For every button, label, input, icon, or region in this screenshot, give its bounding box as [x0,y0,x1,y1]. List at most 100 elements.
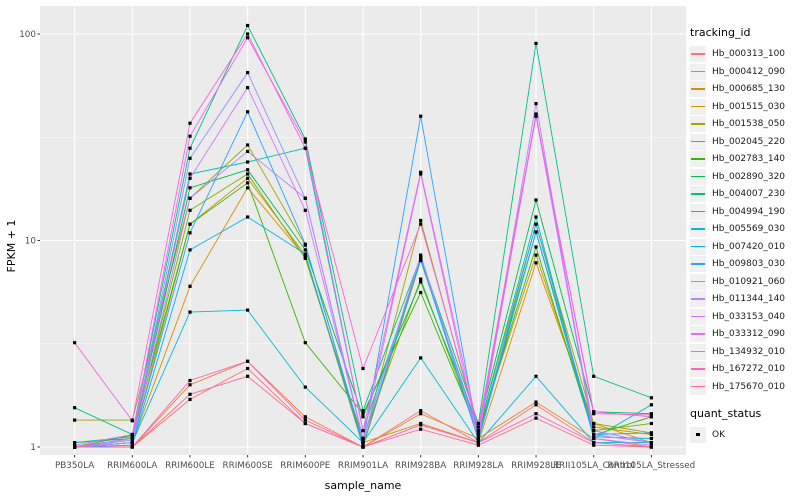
data-point [419,258,423,263]
data-point [649,443,653,447]
data-point [419,170,423,174]
data-point [188,134,192,138]
legend-key [690,98,706,115]
legend-swatch-line [691,298,705,300]
legend-label: Hb_033312_090 [712,329,786,339]
data-point [476,425,480,429]
data-point [303,385,307,389]
data-point [188,397,192,401]
data-point [130,432,134,437]
legend-key [690,81,706,97]
data-point [303,256,307,260]
legend-key [690,116,706,132]
legend-label: Hb_004994_190 [712,206,786,217]
data-point [534,215,538,219]
legend-key [690,151,706,167]
x-tick-label: PB350LA [55,461,94,471]
data-point [303,415,307,419]
data-point [534,114,538,118]
legend-swatch-line [691,140,705,143]
legend-swatch-line [691,263,705,265]
data-point [419,256,423,260]
data-point [592,425,596,429]
legend-item: Hb_134932_010 [690,343,800,360]
legend-swatch-line [691,123,705,125]
data-point [188,186,192,190]
data-point [188,378,192,383]
data-point [592,429,596,433]
data-point [534,374,538,378]
data-point [649,396,653,400]
data-point [188,146,192,150]
data-point [534,403,538,407]
data-point [303,140,307,144]
legend-label: Hb_010921_060 [712,276,786,287]
data-point [73,406,77,410]
legend-title-quant-status: quant_status [690,406,762,420]
legend-items-tracking-id: Hb_000313_100 Hb_000412_090 Hb_000685_130 H… [690,46,800,395]
legend-swatch-line [691,333,705,335]
data-point [246,110,250,114]
data-point [188,176,192,180]
x-tick-label: RRIM600SE [222,461,272,471]
data-point [73,443,77,447]
legend-label: Hb_004007_230 [712,189,786,199]
data-point [419,218,423,223]
data-point [73,418,77,422]
legend-swatch-line [691,368,705,370]
data-point [188,121,192,125]
x-tick-label: RRII105LA_Stressed [608,461,696,471]
data-point [592,443,596,447]
x-tick-label: RRIM600LE [165,461,215,471]
data-point [303,252,307,256]
data-point [361,445,365,449]
legend-item: Hb_167272_010 [690,361,800,377]
data-point [188,196,192,200]
data-point [303,248,307,252]
data-point [534,112,538,116]
legend-key [690,168,706,185]
data-point [592,421,596,426]
legend-swatch-line [691,175,705,178]
legend-label: Hb_000412_090 [712,66,786,77]
quant-status-point-swatch [696,432,700,437]
data-point [303,421,307,426]
legend-item: Hb_002890_320 [690,168,800,185]
data-point [534,412,538,416]
x-tick-label: RRIM928BA [395,461,446,471]
legend-label: Hb_005569_030 [712,224,786,234]
data-point [419,114,423,118]
legend-item: Hb_002045_220 [690,133,800,150]
legend-item: Hb_002783_140 [690,151,800,167]
data-point [592,441,596,445]
data-point [361,366,365,371]
x-tick-label: RRIM901LA [338,461,388,471]
y-axis-title: FPKM + 1 [5,220,18,273]
data-point [419,172,423,176]
legend-swatch-line [691,88,705,90]
x-tick-labels: PB350LA RRIM600LA RRIM600LE RRIM600SE RRIM60… [55,461,695,471]
legend-label: Hb_175670_010 [712,381,786,392]
data-point [246,36,250,40]
data-point [246,215,250,219]
legend-item: Hb_001538_050 [690,116,800,132]
data-point [303,242,307,246]
data-point [188,231,192,235]
data-point [649,413,653,417]
legend-label: Hb_002045_220 [712,136,786,147]
legend-swatch-line [691,385,705,388]
data-point [419,423,423,427]
legend-swatch-line [691,70,705,73]
data-point [592,412,596,416]
data-point [246,181,250,185]
data-point [73,341,77,345]
legend-key [690,343,706,360]
data-point [130,441,134,445]
data-point [188,383,192,387]
legend-item-quant-status: OK [690,426,800,443]
data-point [361,443,365,447]
y-tick-label: 1 [30,443,36,453]
x-axis-title: sample_name [325,479,402,492]
data-point [476,429,480,433]
data-point [246,86,250,90]
